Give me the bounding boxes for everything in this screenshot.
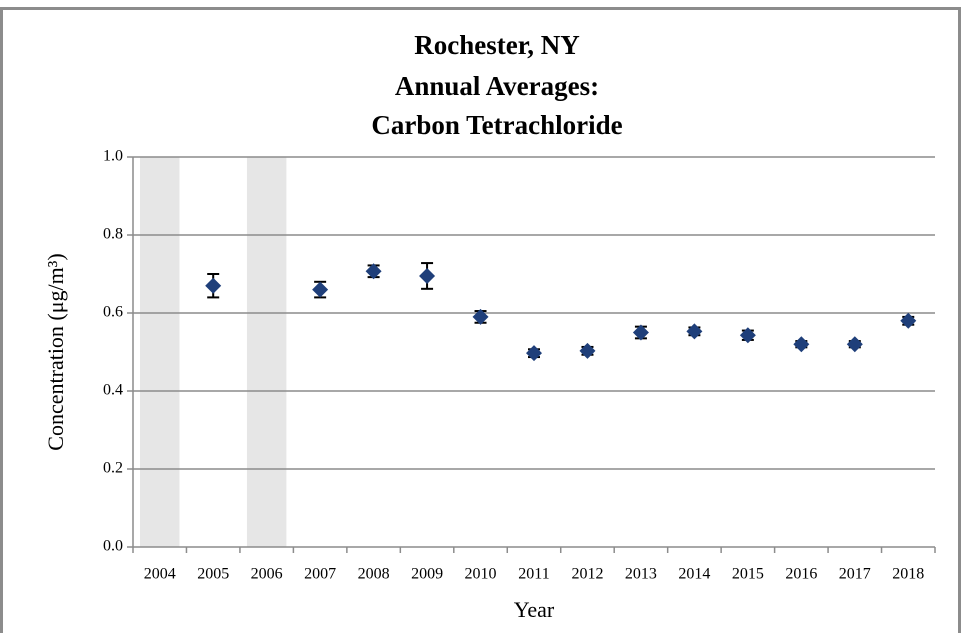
x-tick-label: 2011 [518,566,549,583]
y-tick-label: 0.2 [103,460,123,477]
chart-title: Annual Averages: [395,71,599,101]
data-point [579,342,596,359]
x-tick-label: 2008 [358,566,390,583]
x-tick-label: 2015 [732,566,764,583]
data-point [312,281,329,298]
chart-frame [0,7,961,633]
y-axis-title: Concentration (μg/m³) [43,253,68,450]
x-tick-label: 2018 [892,566,924,583]
no-data-band [140,157,180,547]
x-tick-label: 2016 [785,566,817,583]
y-tick-label: 0.8 [103,226,123,243]
data-point [739,327,756,344]
data-point [205,277,222,294]
y-tick-label: 0.6 [103,304,123,321]
x-tick-label: 2017 [839,566,871,583]
data-point [365,263,382,280]
data-point [900,312,917,329]
x-tick-label: 2012 [571,566,603,583]
x-tick-label: 2010 [465,566,497,583]
data-point [472,308,489,325]
x-axis-title: Year [514,597,555,622]
x-tick-label: 2013 [625,566,657,583]
x-tick-label: 2004 [144,566,176,583]
y-tick-label: 0.0 [103,538,123,555]
y-tick-label: 1.0 [103,148,123,165]
x-tick-label: 2007 [304,566,336,583]
x-tick-label: 2009 [411,566,443,583]
no-data-band [246,157,287,547]
data-point [846,336,863,353]
data-point [632,324,649,341]
chart-title: Carbon Tetrachloride [371,110,622,140]
data-point [526,345,542,362]
chart-title: Rochester, NY [414,30,579,60]
x-tick-label: 2006 [251,566,283,583]
data-point [793,336,810,353]
x-tick-label: 2014 [678,566,710,583]
data-point [419,267,436,284]
data-point [686,323,703,340]
y-tick-label: 0.4 [103,382,123,399]
x-tick-label: 2005 [197,566,229,583]
